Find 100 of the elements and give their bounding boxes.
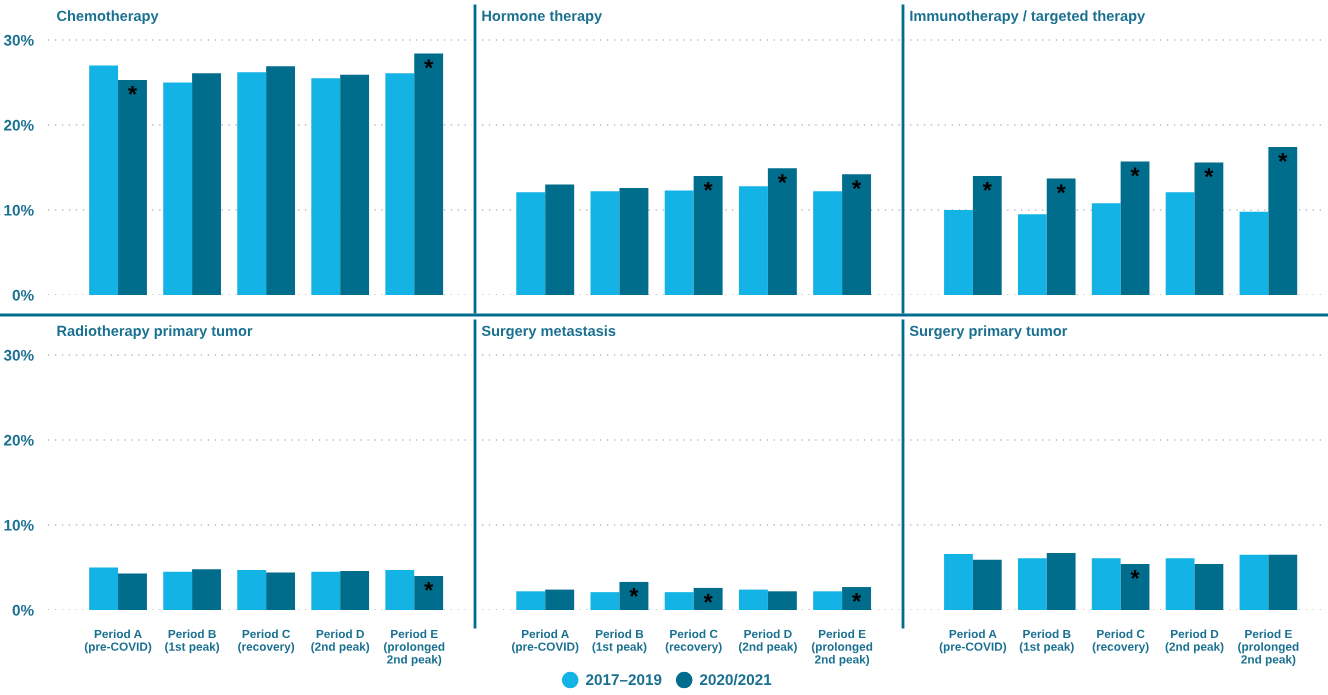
- bar: [944, 210, 973, 295]
- bar: [163, 82, 193, 295]
- bar: [767, 168, 797, 295]
- bar: [842, 174, 872, 295]
- bar: [385, 73, 415, 295]
- bar: [89, 65, 119, 295]
- y-tick-label: 10%: [4, 204, 34, 216]
- bar: [664, 592, 694, 610]
- legend-label: 2017–2019: [586, 674, 662, 686]
- bar: [163, 571, 193, 610]
- chart-title: Immunotherapy / targeted therapy: [910, 10, 1146, 24]
- bar: [1017, 558, 1047, 610]
- bar: [192, 73, 221, 295]
- bar: [1165, 558, 1195, 610]
- annotation: *: [1130, 570, 1140, 579]
- annotation: *: [1204, 168, 1214, 178]
- bar: [1194, 564, 1224, 610]
- bar: [972, 559, 1002, 610]
- x-tick-label: Period A (pre-COVID): [512, 629, 579, 654]
- bar: [1239, 211, 1269, 295]
- y-tick-label: 10%: [4, 519, 34, 531]
- bar: [619, 187, 649, 295]
- y-tick-label: 30%: [3, 34, 34, 46]
- annotation: *: [982, 181, 992, 191]
- x-tick-label: Period C (recovery): [665, 629, 722, 654]
- x-tick-label: Period C (recovery): [1092, 629, 1149, 654]
- bar: [237, 570, 267, 610]
- bar: [1091, 203, 1121, 295]
- annotation: *: [127, 85, 138, 95]
- bar: [340, 570, 370, 610]
- bar: [842, 587, 872, 610]
- annotation: *: [424, 59, 434, 69]
- legend-label: 2020/2021: [699, 673, 772, 686]
- bar: [972, 176, 1002, 295]
- bar: [693, 587, 723, 610]
- bar: [1046, 553, 1076, 610]
- bar: [1120, 161, 1150, 295]
- bar: [311, 78, 341, 295]
- chart-title: Radiotherapy primary tumor: [57, 325, 253, 339]
- bar: [89, 567, 119, 610]
- chart-title: Chemotherapy: [57, 10, 159, 24]
- bar: [1165, 192, 1195, 295]
- bar: [1194, 162, 1224, 295]
- bar: [590, 191, 620, 295]
- annotation: *: [703, 593, 713, 603]
- bar: [738, 186, 768, 295]
- bar: [767, 591, 797, 610]
- x-tick-label: Period D (2nd peak): [738, 629, 797, 654]
- bar: [1120, 564, 1150, 610]
- bar: [813, 591, 843, 610]
- bar: [385, 570, 415, 610]
- bar: [1268, 554, 1298, 610]
- chart-title: Hormone therapy: [482, 10, 603, 24]
- bar: [813, 191, 843, 295]
- annotation: *: [1278, 153, 1288, 162]
- bar: [340, 74, 370, 295]
- x-tick-label: Period B (1st peak): [1019, 629, 1074, 654]
- bar: [944, 553, 973, 610]
- y-tick-label: 30%: [3, 349, 34, 361]
- annotation: *: [424, 581, 434, 591]
- bar: [545, 589, 575, 610]
- bar: [1091, 558, 1121, 610]
- x-tick-label: Period B (1st peak): [165, 629, 220, 654]
- bar: [1239, 554, 1269, 610]
- bar: [545, 184, 575, 295]
- bar: [414, 53, 444, 295]
- annotation: *: [629, 587, 639, 597]
- x-tick-label: Period D (2nd peak): [311, 629, 370, 654]
- x-tick-label: Period C (recovery): [238, 629, 295, 654]
- bar: [664, 190, 694, 295]
- annotation: *: [852, 180, 862, 190]
- bar: [738, 589, 768, 610]
- bar: [118, 79, 147, 295]
- bar: [1017, 214, 1047, 295]
- bar: [1268, 147, 1298, 295]
- bar: [619, 581, 649, 610]
- x-tick-label: Period A (pre-COVID): [84, 629, 152, 654]
- y-tick-label: 0%: [12, 289, 34, 301]
- annotation: *: [703, 181, 713, 191]
- chart-title: Surgery metastasis: [481, 325, 616, 339]
- x-tick-label: Period D (2nd peak): [1165, 629, 1224, 654]
- x-tick-label: Period E (prolonged 2nd peak): [811, 629, 873, 666]
- annotation: *: [1056, 184, 1066, 194]
- bar: [516, 591, 546, 610]
- bar: [1046, 178, 1076, 295]
- bar: [693, 176, 723, 295]
- y-tick-label: 20%: [4, 434, 34, 446]
- bar: [266, 572, 296, 610]
- annotation: *: [852, 593, 862, 602]
- annotation: *: [1130, 167, 1140, 177]
- y-tick-label: 20%: [4, 119, 34, 131]
- bar: [192, 569, 221, 610]
- x-tick-label: Period A (pre-COVID): [939, 629, 1007, 654]
- bar: [516, 192, 546, 295]
- x-tick-label: Period E (prolonged 2nd peak): [1238, 629, 1299, 666]
- bar: [266, 66, 296, 295]
- annotation: *: [777, 174, 787, 184]
- x-tick-label: Period E (prolonged 2nd peak): [384, 629, 445, 666]
- chart-title: Surgery primary tumor: [909, 325, 1068, 339]
- bar: [311, 571, 341, 610]
